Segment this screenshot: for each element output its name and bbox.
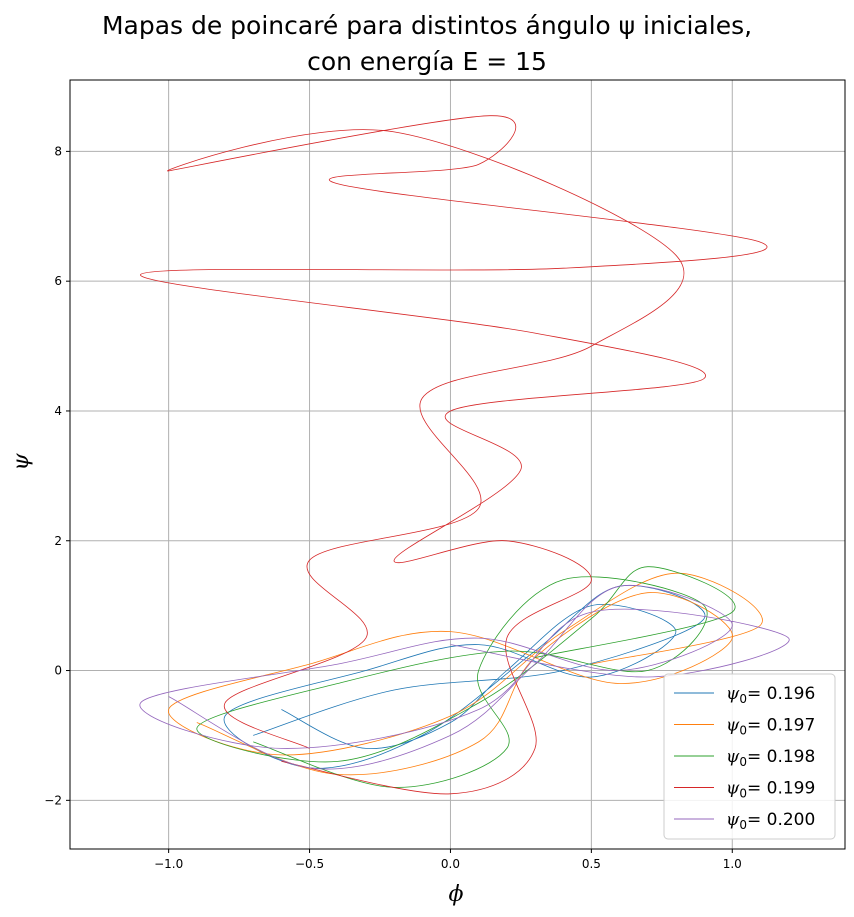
legend-label-1: ψ0= 0.197 <box>726 716 815 738</box>
y-tick-label: 6 <box>54 274 62 288</box>
y-axis-label: ψ <box>9 453 34 471</box>
x-tick-label: −0.5 <box>295 857 324 871</box>
legend-label-4: ψ0= 0.200 <box>726 810 815 832</box>
x-axis-label: ϕ <box>449 882 464 907</box>
x-tick-label: 0.5 <box>582 857 601 871</box>
plot-frame <box>69 79 846 850</box>
legend-label-3: ψ0= 0.199 <box>726 779 815 801</box>
x-tick-label: −1.0 <box>154 857 183 871</box>
series-line-1 <box>168 572 763 776</box>
y-tick-label: −2 <box>44 793 62 807</box>
legend-box <box>663 673 836 840</box>
y-tick-label: 0 <box>54 664 62 678</box>
legend-label-2: ψ0= 0.198 <box>726 747 815 769</box>
series-line-4 <box>139 584 790 770</box>
chart-title-line-2: con energía E = 15 <box>307 47 547 76</box>
x-tick-label: 1.0 <box>723 857 742 871</box>
ticks: −1.0 −0.5 0.0 0.5 1.0 −2 0 2 4 6 8 <box>44 144 742 871</box>
y-tick-label: 8 <box>54 144 62 158</box>
legend: ψ0= 0.196 ψ0= 0.197 ψ0= 0.198 ψ0= 0.199 ψ0= … <box>663 673 836 840</box>
grid <box>70 80 845 849</box>
series-line-3 <box>140 115 768 795</box>
y-tick-label: 2 <box>54 534 62 548</box>
legend-label-0: ψ0= 0.196 <box>726 684 815 706</box>
x-tick-label: 0.0 <box>441 857 460 871</box>
y-tick-label: 4 <box>54 404 62 418</box>
chart-title-line-1: Mapas de poincaré para distintos ángulo … <box>101 11 753 40</box>
series-group <box>139 115 790 795</box>
